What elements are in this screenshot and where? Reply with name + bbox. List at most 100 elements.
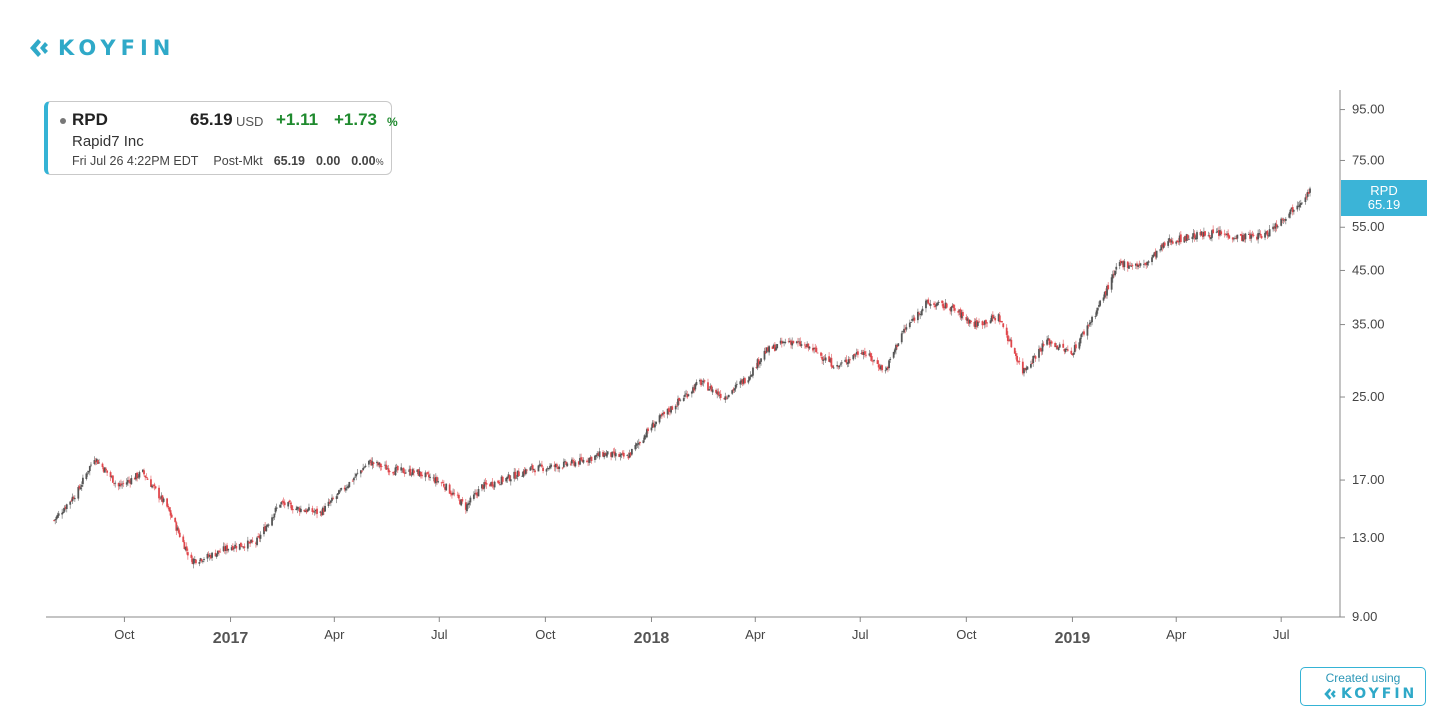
candle-body (1207, 235, 1210, 237)
candle (686, 390, 689, 399)
candle (516, 470, 519, 481)
candle (386, 465, 389, 470)
candle (1023, 367, 1025, 377)
candle (1091, 315, 1093, 326)
session-change: 0.00 (315, 154, 341, 168)
candle-body (411, 469, 414, 475)
candle (958, 308, 961, 316)
candle (368, 460, 370, 468)
candle-body (141, 469, 144, 472)
candle-body (611, 451, 614, 458)
candle (1159, 248, 1161, 253)
candle (670, 405, 672, 415)
candle-body (361, 470, 363, 472)
candle (101, 462, 104, 470)
candle-body (201, 560, 204, 562)
candle-body (667, 408, 670, 412)
y-tick-label: 75.00 (1352, 152, 1385, 167)
candle-body (968, 319, 971, 324)
candle-body (872, 360, 874, 362)
candle (950, 306, 953, 316)
candle-body (983, 320, 986, 325)
candle (1038, 345, 1040, 362)
candle (1169, 239, 1172, 245)
candle-body (566, 463, 569, 466)
candle-body (1234, 238, 1236, 240)
candle (709, 383, 712, 390)
candle (73, 495, 76, 502)
y-tick-label: 9.00 (1352, 609, 1377, 624)
candle (258, 533, 261, 542)
candle-body (1289, 209, 1292, 215)
candle (57, 510, 60, 518)
candle-body (177, 528, 180, 533)
candle (146, 476, 149, 481)
candle-body (837, 366, 840, 367)
candle-body (343, 487, 346, 490)
candle-body (1288, 213, 1291, 218)
candle (926, 299, 929, 305)
candle-body (339, 490, 341, 492)
candle (682, 395, 685, 402)
candle-body (191, 558, 194, 564)
candle (1110, 274, 1113, 293)
candle-body (639, 442, 641, 444)
candle-body (321, 507, 324, 516)
candle (351, 478, 354, 482)
candle-body (557, 466, 559, 470)
candle (1134, 263, 1137, 270)
candle-body (686, 393, 689, 398)
candle-body (114, 482, 117, 484)
candle (724, 392, 727, 403)
candle (553, 461, 556, 472)
candle-body (499, 484, 502, 486)
candle (1168, 234, 1171, 243)
candle-body (299, 508, 302, 512)
candle (1005, 324, 1008, 338)
candle-body (695, 381, 698, 385)
candle (154, 485, 157, 490)
candle (772, 343, 775, 349)
candle-body (64, 506, 67, 509)
candle (167, 503, 170, 510)
candle (1087, 324, 1090, 329)
ticker-symbol[interactable]: RPD (72, 110, 108, 129)
candle-body (453, 493, 456, 495)
candle-body (233, 547, 235, 549)
candle (1026, 366, 1029, 370)
candle (411, 467, 414, 476)
candle-body (916, 311, 919, 321)
candle-body (1119, 260, 1122, 264)
candle (177, 526, 180, 535)
candle-body (516, 470, 519, 477)
candle (121, 481, 124, 489)
candle (287, 501, 290, 510)
candle (135, 472, 137, 482)
candle-body (1239, 233, 1242, 236)
candle-body (800, 344, 803, 346)
candle-body (146, 478, 149, 480)
candle (1241, 231, 1243, 242)
candle-body (832, 367, 835, 369)
candle-body (572, 460, 574, 461)
created-using-badge[interactable]: Created using KOYFIN (1300, 667, 1426, 706)
candle-body (183, 542, 186, 550)
candle-body (304, 510, 307, 513)
candle (387, 464, 390, 476)
candle (297, 506, 300, 511)
candle (403, 469, 406, 477)
candle-body (316, 508, 318, 514)
koyfin-chevron-icon (1324, 688, 1336, 700)
candle-body (1192, 233, 1195, 238)
candle (1267, 232, 1270, 238)
candle-body (1131, 265, 1134, 267)
candle (497, 479, 499, 484)
candle (1257, 229, 1260, 244)
candle (910, 321, 912, 323)
candle-body (1091, 316, 1093, 323)
candle (483, 479, 486, 492)
candle (731, 389, 734, 395)
candle (949, 306, 952, 315)
candle (763, 347, 766, 362)
